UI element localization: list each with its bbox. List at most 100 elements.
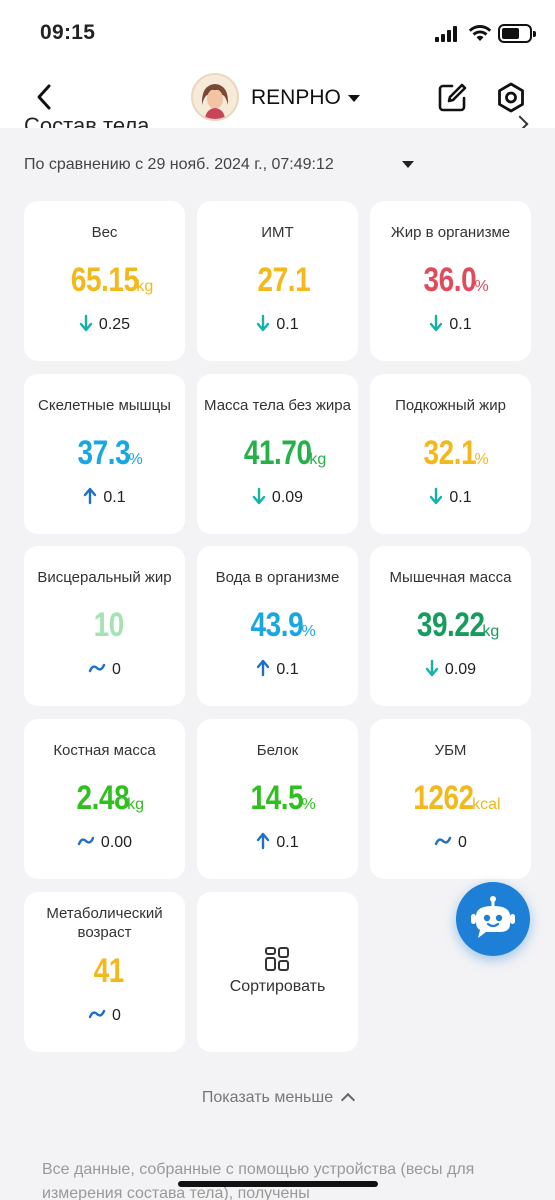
- metric-value: 32.1: [423, 434, 477, 472]
- profile-name[interactable]: RENPHO: [251, 86, 341, 109]
- metric-change: 0: [370, 831, 531, 855]
- metric-value: 41.70: [243, 434, 312, 472]
- trend-flat-icon: [77, 834, 101, 852]
- metric-change-value: 0: [112, 661, 121, 678]
- metric-value-row: 39.22 kg: [370, 606, 531, 646]
- metric-unit: %: [474, 451, 489, 468]
- settings-gear-icon[interactable]: [494, 81, 528, 115]
- metric-change: 0.1: [197, 313, 358, 337]
- footer-disclaimer: Все данные, собранные с помощью устройст…: [42, 1161, 475, 1200]
- metric-change-value: 0.09: [271, 489, 304, 506]
- metric-unit: %: [474, 278, 489, 295]
- arrow-up-icon: [256, 659, 276, 682]
- metric-card[interactable]: Метаболический возраст 41 0: [24, 892, 185, 1052]
- metric-change-value: 0.00: [100, 834, 133, 851]
- metric-unit: %: [301, 796, 316, 813]
- metric-change-value: 0.1: [276, 834, 299, 851]
- metric-change-value: 0.1: [103, 489, 126, 506]
- metric-label: УБМ: [434, 741, 467, 759]
- metric-change-value: 0.1: [276, 661, 299, 678]
- arrow-up-icon: [83, 487, 103, 510]
- status-bar: 09:15: [0, 0, 555, 66]
- metric-unit: kg: [127, 796, 145, 813]
- show-less-button[interactable]: Показать меньше: [0, 1089, 555, 1108]
- metric-change-value: 0.1: [276, 316, 299, 333]
- arrow-up-icon: [256, 832, 276, 855]
- metric-card[interactable]: Масса тела без жира 41.70 kg 0.09: [197, 374, 358, 534]
- metric-card[interactable]: Мышечная масса 39.22 kg 0.09: [370, 546, 531, 706]
- metric-card[interactable]: Подкожный жир 32.1% 0.1: [370, 374, 531, 534]
- status-time: 09:15: [40, 21, 96, 44]
- metric-label: Масса тела без жира: [204, 396, 351, 414]
- metric-change: 0.00: [24, 831, 185, 855]
- top-navigation-bar: RENPHO: [0, 66, 555, 128]
- metric-change: 0.09: [370, 658, 531, 682]
- user-avatar[interactable]: [191, 73, 239, 121]
- metric-value: 36.0: [423, 261, 477, 299]
- edit-icon[interactable]: [436, 82, 468, 114]
- metric-change-value: 0: [112, 1007, 121, 1024]
- metric-change: 0.1: [197, 831, 358, 855]
- trend-flat-icon: [88, 1007, 112, 1025]
- metric-card[interactable]: Костная масса 2.48 kg 0.00: [24, 719, 185, 879]
- compare-dropdown-caret-icon[interactable]: [402, 161, 414, 168]
- metric-card[interactable]: УБМ 1262 kcal 0: [370, 719, 531, 879]
- metric-value: 10: [93, 606, 125, 644]
- show-less-label: Показать меньше: [201, 1089, 334, 1106]
- metric-card[interactable]: ИМТ 27.1 0.1: [197, 201, 358, 361]
- metric-change: 0.1: [197, 658, 358, 682]
- metric-value-row: 32.1%: [370, 434, 531, 474]
- metric-label: Вес: [91, 223, 118, 241]
- sort-button-label: Сортировать: [229, 978, 326, 995]
- metric-change: 0: [24, 1004, 185, 1028]
- metric-change: 0.1: [24, 486, 185, 510]
- metric-unit: kcal: [472, 796, 501, 813]
- metric-value-row: 43.9%: [197, 606, 358, 646]
- wifi-icon: [468, 25, 492, 41]
- arrow-down-icon: [256, 314, 276, 337]
- sort-grid-icon: [265, 947, 289, 971]
- metric-change: 0.1: [370, 486, 531, 510]
- metric-label: ИМТ: [261, 223, 294, 241]
- metric-card[interactable]: Висцеральный жир 10 0: [24, 546, 185, 706]
- metric-unit: kg: [482, 623, 500, 640]
- metric-label: Скелетные мышцы: [38, 396, 171, 414]
- metric-value: 1262: [413, 779, 475, 817]
- arrow-down-icon: [429, 487, 449, 510]
- profile-dropdown-caret-icon[interactable]: [348, 95, 360, 102]
- trend-flat-icon: [434, 834, 458, 852]
- metric-change-value: 0.1: [449, 316, 472, 333]
- arrow-down-icon: [425, 659, 445, 682]
- metric-value-row: 14.5%: [197, 779, 358, 819]
- metric-card[interactable]: Вода в организме 43.9% 0.1: [197, 546, 358, 706]
- compare-date-selector[interactable]: По сравнению с 29 нояб. 2024 г., 07:49:1…: [24, 156, 334, 173]
- metric-value-row: 37.3%: [24, 434, 185, 474]
- metric-unit: kg: [309, 451, 327, 468]
- battery-icon: [498, 24, 536, 43]
- metric-unit: %: [128, 451, 143, 468]
- metric-value: 27.1: [257, 261, 311, 299]
- metric-label: Висцеральный жир: [37, 568, 172, 586]
- metric-label: Вода в организме: [215, 568, 340, 586]
- metric-card[interactable]: Белок 14.5% 0.1: [197, 719, 358, 879]
- metric-value-row: 65.15 kg: [24, 261, 185, 301]
- metric-value: 65.15: [70, 261, 139, 299]
- assistant-chat-button[interactable]: [456, 882, 530, 956]
- metric-value-row: 2.48 kg: [24, 779, 185, 819]
- metric-label: Подкожный жир: [395, 396, 506, 414]
- sort-button[interactable]: Сортировать: [197, 892, 358, 1052]
- chevron-up-icon: [341, 1092, 356, 1108]
- metric-card[interactable]: Жир в организме 36.0% 0.1: [370, 201, 531, 361]
- back-arrow-icon[interactable]: [30, 82, 60, 112]
- metric-value: 37.3: [77, 434, 131, 472]
- metric-card[interactable]: Вес 65.15 kg 0.25: [24, 201, 185, 361]
- metric-change: 0.09: [197, 486, 358, 510]
- metric-change: 0.25: [24, 313, 185, 337]
- arrow-down-icon: [429, 314, 449, 337]
- metric-unit: kg: [136, 278, 154, 295]
- metric-change: 0: [24, 658, 185, 682]
- home-indicator[interactable]: [178, 1181, 378, 1187]
- metric-value-row: 10: [24, 606, 185, 646]
- metric-value-row: 41.70 kg: [197, 434, 358, 474]
- metric-card[interactable]: Скелетные мышцы 37.3% 0.1: [24, 374, 185, 534]
